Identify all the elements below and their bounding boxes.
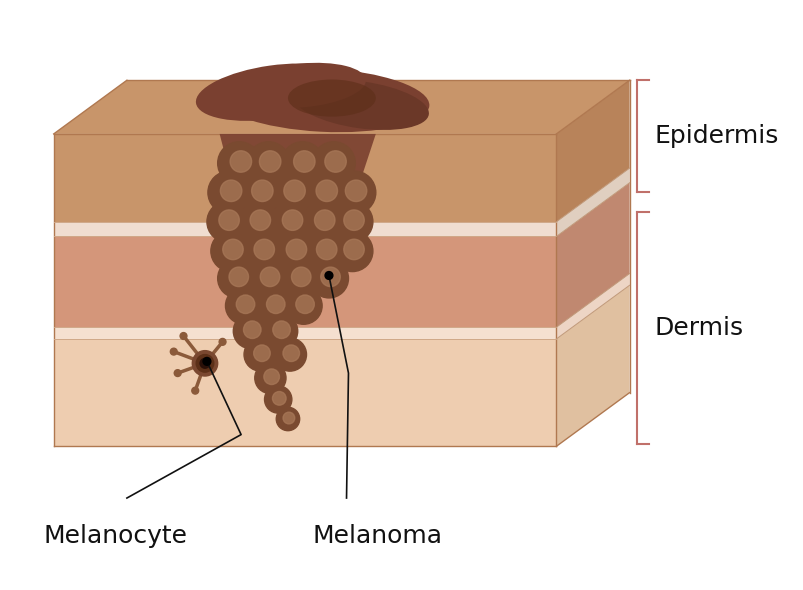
- Circle shape: [219, 339, 226, 345]
- Circle shape: [208, 171, 251, 214]
- Circle shape: [283, 412, 295, 424]
- Circle shape: [174, 370, 181, 376]
- Circle shape: [196, 355, 214, 372]
- Circle shape: [332, 171, 375, 214]
- Circle shape: [324, 271, 332, 280]
- Circle shape: [238, 201, 279, 242]
- Circle shape: [264, 386, 291, 413]
- Circle shape: [255, 362, 286, 394]
- Circle shape: [220, 180, 242, 202]
- Circle shape: [218, 142, 260, 185]
- Circle shape: [316, 180, 337, 202]
- Circle shape: [296, 295, 314, 313]
- Polygon shape: [54, 80, 629, 134]
- Circle shape: [286, 239, 306, 260]
- Circle shape: [304, 231, 345, 271]
- Text: Melanoma: Melanoma: [312, 525, 442, 548]
- Circle shape: [180, 333, 187, 339]
- Circle shape: [279, 259, 319, 298]
- Circle shape: [283, 180, 305, 202]
- Circle shape: [344, 239, 364, 260]
- Circle shape: [266, 295, 285, 313]
- Polygon shape: [54, 134, 556, 222]
- Polygon shape: [556, 183, 629, 327]
- Circle shape: [302, 201, 343, 242]
- Circle shape: [243, 321, 261, 339]
- Circle shape: [192, 350, 218, 376]
- Circle shape: [293, 151, 315, 172]
- Polygon shape: [54, 327, 556, 339]
- Circle shape: [259, 151, 280, 172]
- Circle shape: [324, 151, 346, 172]
- Circle shape: [260, 267, 279, 287]
- Circle shape: [263, 369, 279, 385]
- Circle shape: [229, 267, 248, 287]
- Circle shape: [282, 210, 303, 231]
- Ellipse shape: [293, 80, 428, 130]
- Text: Melanocyte: Melanocyte: [44, 525, 188, 548]
- Circle shape: [203, 358, 210, 365]
- Circle shape: [316, 239, 336, 260]
- Circle shape: [233, 313, 268, 349]
- Circle shape: [249, 259, 287, 298]
- Circle shape: [273, 338, 306, 371]
- Ellipse shape: [239, 63, 365, 108]
- Circle shape: [254, 239, 274, 260]
- Ellipse shape: [214, 68, 429, 132]
- Polygon shape: [54, 237, 556, 327]
- Polygon shape: [54, 222, 556, 237]
- Circle shape: [200, 359, 210, 368]
- Circle shape: [236, 295, 255, 313]
- Polygon shape: [556, 80, 629, 222]
- Circle shape: [255, 287, 292, 324]
- Circle shape: [291, 267, 311, 287]
- Circle shape: [272, 321, 290, 339]
- Circle shape: [285, 287, 322, 324]
- Circle shape: [192, 387, 198, 394]
- Polygon shape: [54, 339, 556, 446]
- Circle shape: [247, 142, 290, 185]
- Circle shape: [314, 210, 335, 231]
- Circle shape: [283, 345, 300, 362]
- Circle shape: [218, 210, 239, 231]
- Circle shape: [218, 259, 256, 298]
- Ellipse shape: [196, 64, 350, 121]
- Circle shape: [270, 201, 311, 242]
- Circle shape: [281, 142, 324, 185]
- Circle shape: [210, 231, 251, 271]
- Polygon shape: [556, 168, 629, 237]
- Circle shape: [309, 259, 348, 298]
- Circle shape: [274, 231, 315, 271]
- Circle shape: [312, 142, 355, 185]
- Polygon shape: [556, 285, 629, 446]
- Circle shape: [304, 171, 346, 214]
- Circle shape: [272, 392, 286, 405]
- Text: Dermis: Dermis: [653, 316, 742, 340]
- Circle shape: [244, 338, 277, 371]
- Circle shape: [320, 267, 340, 287]
- Circle shape: [253, 345, 270, 362]
- Polygon shape: [556, 274, 629, 339]
- Circle shape: [271, 171, 314, 214]
- Circle shape: [222, 239, 243, 260]
- Circle shape: [276, 407, 300, 431]
- Circle shape: [206, 201, 247, 242]
- Text: Epidermis: Epidermis: [653, 124, 777, 148]
- Circle shape: [251, 180, 273, 202]
- Ellipse shape: [287, 80, 375, 117]
- Circle shape: [250, 210, 271, 231]
- Circle shape: [332, 231, 373, 271]
- Circle shape: [170, 348, 177, 355]
- Circle shape: [230, 151, 251, 172]
- Circle shape: [263, 313, 297, 349]
- Circle shape: [345, 180, 366, 202]
- Circle shape: [242, 231, 283, 271]
- Polygon shape: [219, 134, 375, 217]
- Circle shape: [225, 287, 263, 324]
- Circle shape: [332, 201, 373, 242]
- Circle shape: [344, 210, 364, 231]
- Circle shape: [238, 171, 282, 214]
